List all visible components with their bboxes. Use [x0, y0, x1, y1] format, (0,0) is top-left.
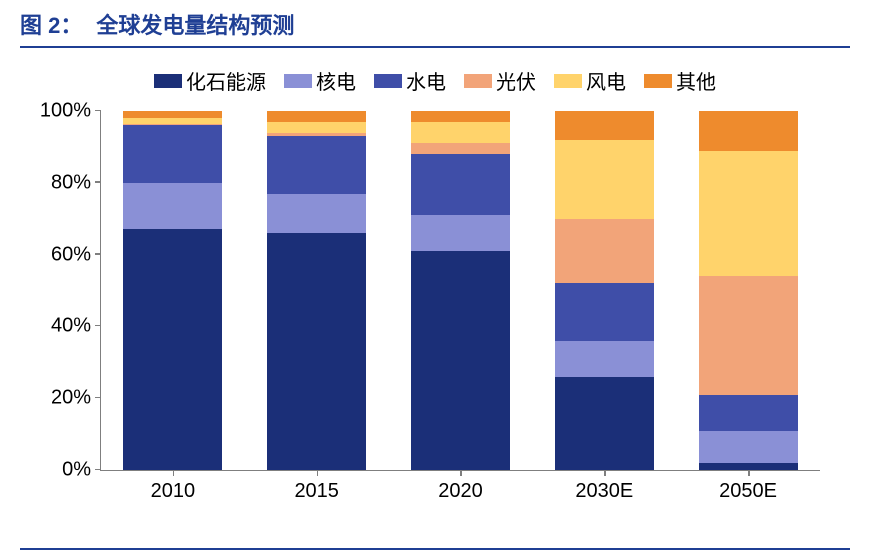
x-tick-label: 2050E [719, 480, 777, 503]
bar-segment [267, 122, 366, 133]
bar-slot: 2050E [691, 111, 806, 470]
bar-segment [267, 111, 366, 122]
bar-segment [411, 215, 510, 251]
bar-segment [699, 395, 798, 431]
bar-segment [699, 431, 798, 463]
chart-bars: 2010 2015 2020 2030E 2050E [101, 111, 820, 470]
bar-segment [555, 219, 654, 284]
bar-segment [411, 251, 510, 470]
y-tick-label: 0% [31, 459, 91, 482]
chart-area: 2010201520202030E2050E 0%20%40%60%80%100… [100, 101, 820, 511]
chart-plot: 2010201520202030E2050E 0%20%40%60%80%100… [100, 111, 820, 471]
legend-item: 核电 [284, 66, 356, 95]
bar-segment [699, 276, 798, 394]
stacked-bar [267, 111, 366, 470]
x-tick-label: 2010 [151, 480, 196, 503]
bar-segment [267, 233, 366, 470]
figure-bottom-rule [20, 548, 850, 550]
y-tick-mark [95, 469, 101, 471]
y-tick-mark [95, 181, 101, 183]
legend-swatch [284, 74, 312, 88]
bar-segment [555, 283, 654, 340]
legend-label: 化石能源 [186, 66, 266, 95]
bar-segment [699, 111, 798, 150]
x-tick-label: 2030E [575, 480, 633, 503]
y-tick-label: 80% [31, 171, 91, 194]
bar-slot: 2015 [259, 111, 374, 470]
y-tick-label: 60% [31, 243, 91, 266]
stacked-bar [411, 111, 510, 470]
figure-title-row: 图 2： 全球发电量结构预测 [20, 8, 850, 48]
x-tick-label: 2015 [294, 480, 339, 503]
legend-item: 光伏 [464, 66, 536, 95]
legend-item: 风电 [554, 66, 626, 95]
legend-item: 其他 [644, 66, 716, 95]
legend-label: 水电 [406, 66, 446, 95]
y-tick-label: 20% [31, 387, 91, 410]
bar-segment [411, 111, 510, 122]
chart-legend: 化石能源 核电 水电 光伏 风电 其他 [20, 66, 850, 95]
bar-segment [555, 140, 654, 219]
bar-segment [411, 143, 510, 154]
bar-segment [699, 151, 798, 277]
y-tick-label: 100% [31, 100, 91, 123]
legend-swatch [464, 74, 492, 88]
x-tick-mark [173, 470, 175, 476]
bar-slot: 2020 [403, 111, 518, 470]
figure-title: 全球发电量结构预测 [96, 8, 294, 40]
legend-label: 光伏 [496, 66, 536, 95]
stacked-bar [123, 111, 222, 470]
x-tick-mark [460, 470, 462, 476]
bar-segment [123, 229, 222, 470]
bar-segment [555, 111, 654, 140]
bar-slot: 2030E [547, 111, 662, 470]
legend-swatch [374, 74, 402, 88]
legend-swatch [644, 74, 672, 88]
x-tick-mark [317, 470, 319, 476]
bar-segment [267, 194, 366, 233]
x-tick-mark [604, 470, 606, 476]
bar-segment [699, 463, 798, 470]
stacked-bar [555, 111, 654, 470]
bar-segment [411, 154, 510, 215]
x-tick-mark [748, 470, 750, 476]
bar-segment [123, 183, 222, 230]
bar-slot: 2010 [115, 111, 230, 470]
stacked-bar [699, 111, 798, 470]
bar-segment [555, 341, 654, 377]
y-tick-mark [95, 325, 101, 327]
x-tick-label: 2020 [438, 480, 483, 503]
y-tick-mark [95, 110, 101, 112]
bar-segment [267, 136, 366, 193]
bar-segment [123, 111, 222, 118]
y-tick-mark [95, 253, 101, 255]
legend-item: 水电 [374, 66, 446, 95]
y-tick-mark [95, 397, 101, 399]
legend-swatch [554, 74, 582, 88]
bar-segment [411, 122, 510, 144]
legend-label: 风电 [586, 66, 626, 95]
legend-label: 其他 [676, 66, 716, 95]
bar-segment [123, 125, 222, 182]
legend-swatch [154, 74, 182, 88]
figure-container: 图 2： 全球发电量结构预测 化石能源核电水电光伏风电其他 2010201520… [0, 0, 870, 558]
y-tick-label: 40% [31, 315, 91, 338]
legend-label: 核电 [316, 66, 356, 95]
bar-segment [555, 377, 654, 470]
legend-item: 化石能源 [154, 66, 266, 95]
figure-number: 图 2： [20, 8, 82, 40]
